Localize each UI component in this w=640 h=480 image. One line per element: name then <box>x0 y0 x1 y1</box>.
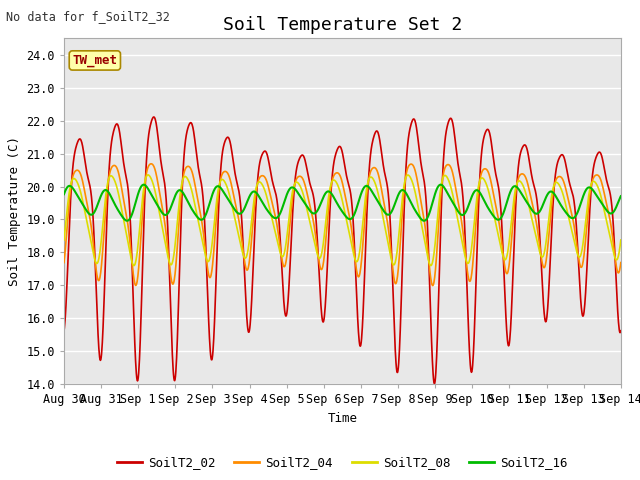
Y-axis label: Soil Temperature (C): Soil Temperature (C) <box>8 136 21 286</box>
SoilT2_02 <box>246 317 254 323</box>
SoilT2_08 <box>60 237 68 243</box>
X-axis label: Time: Time <box>328 411 357 425</box>
SoilT2_04 <box>171 275 179 280</box>
SoilT2_02 <box>171 378 179 384</box>
SoilT2_02 <box>617 328 625 334</box>
SoilT2_08 <box>247 224 255 230</box>
Title: Soil Temperature Set 2: Soil Temperature Set 2 <box>223 16 462 34</box>
SoilT2_08 <box>502 255 510 261</box>
SoilT2_04 <box>502 270 510 276</box>
SoilT2_04 <box>429 281 437 287</box>
SoilT2_08 <box>552 180 559 186</box>
SoilT2_16 <box>185 201 193 206</box>
SoilT2_04 <box>184 164 192 169</box>
Line: SoilT2_04: SoilT2_04 <box>64 164 621 286</box>
SoilT2_16 <box>124 218 131 224</box>
SoilT2_08 <box>172 242 179 248</box>
SoilT2_04 <box>552 179 559 184</box>
SoilT2_08 <box>617 237 625 243</box>
Line: SoilT2_02: SoilT2_02 <box>64 117 621 384</box>
SoilT2_02 <box>184 124 192 130</box>
SoilT2_08 <box>429 254 437 260</box>
SoilT2_08 <box>130 263 138 268</box>
SoilT2_16 <box>172 193 179 199</box>
SoilT2_04 <box>429 283 436 288</box>
SoilT2_16 <box>60 192 68 197</box>
SoilT2_04 <box>617 260 625 265</box>
SoilT2_02 <box>502 321 510 326</box>
SoilT2_02 <box>150 114 157 120</box>
Legend: SoilT2_02, SoilT2_04, SoilT2_08, SoilT2_16: SoilT2_02, SoilT2_04, SoilT2_08, SoilT2_… <box>112 452 573 475</box>
SoilT2_16 <box>617 193 625 199</box>
SoilT2_02 <box>431 381 438 386</box>
SoilT2_16 <box>247 191 255 197</box>
SoilT2_16 <box>502 202 510 207</box>
Line: SoilT2_08: SoilT2_08 <box>64 175 621 265</box>
SoilT2_16 <box>429 196 437 202</box>
SoilT2_16 <box>140 182 148 188</box>
Text: TW_met: TW_met <box>72 54 117 67</box>
SoilT2_08 <box>144 172 152 178</box>
SoilT2_02 <box>429 372 437 377</box>
SoilT2_04 <box>147 161 155 167</box>
SoilT2_02 <box>552 172 559 178</box>
Line: SoilT2_16: SoilT2_16 <box>64 185 621 221</box>
SoilT2_16 <box>552 193 559 199</box>
SoilT2_04 <box>60 260 68 265</box>
SoilT2_02 <box>60 328 68 334</box>
Text: No data for f_SoilT2_32: No data for f_SoilT2_32 <box>6 10 170 23</box>
SoilT2_08 <box>185 178 193 184</box>
SoilT2_04 <box>246 248 254 254</box>
